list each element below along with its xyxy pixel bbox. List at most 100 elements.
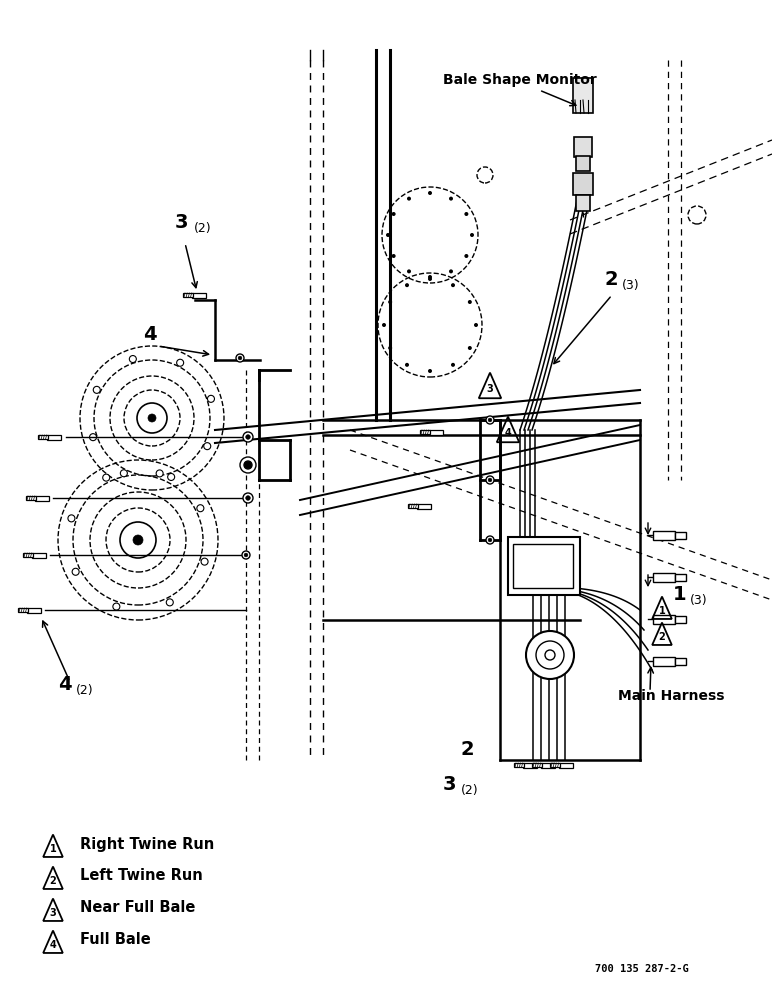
Text: 4: 4 [143,325,157,344]
Bar [183,293,193,297]
Circle shape [243,493,253,503]
Circle shape [451,283,455,287]
Circle shape [130,356,137,363]
Bar [675,532,686,539]
Circle shape [486,536,494,544]
Circle shape [407,269,411,273]
Bar [18,608,28,612]
Bar [576,156,590,171]
Text: 2: 2 [49,876,56,886]
Circle shape [236,354,244,362]
Circle shape [536,641,564,669]
Circle shape [465,254,469,258]
Circle shape [148,414,156,422]
Circle shape [428,275,432,279]
Circle shape [166,599,173,606]
Bar [550,763,560,767]
Circle shape [113,603,120,610]
Text: 700 135 287-2-G: 700 135 287-2-G [595,964,689,974]
Bar [514,763,524,767]
Text: 2: 2 [659,632,665,642]
Circle shape [449,197,453,201]
Bar [38,435,48,439]
Bar [559,762,573,768]
Circle shape [208,395,215,402]
Circle shape [388,300,392,304]
Text: 3: 3 [49,908,56,918]
Bar [408,504,418,508]
Circle shape [428,369,432,373]
Circle shape [90,434,96,441]
Circle shape [245,461,252,469]
Bar [192,292,206,298]
Bar [32,552,46,558]
Text: (3): (3) [622,279,640,292]
Circle shape [240,457,256,473]
Bar [513,544,573,588]
Circle shape [382,323,386,327]
Bar [429,430,443,434]
Bar [532,763,542,767]
Circle shape [465,212,469,216]
Bar [523,762,537,768]
Circle shape [391,254,395,258]
Circle shape [68,515,75,522]
Circle shape [449,269,453,273]
Text: (3): (3) [690,594,708,607]
Bar [675,574,686,581]
Text: 3: 3 [443,775,456,794]
Text: (2): (2) [461,784,479,797]
Bar [675,658,686,665]
Circle shape [245,496,250,500]
Bar [675,616,686,623]
Circle shape [244,461,252,469]
Circle shape [451,363,455,367]
Circle shape [242,551,250,559]
Circle shape [388,346,392,350]
Circle shape [468,346,472,350]
Circle shape [428,191,432,195]
Circle shape [486,476,494,484]
Text: (2): (2) [194,222,212,235]
Bar [26,496,36,500]
Bar [23,553,33,557]
Circle shape [177,359,184,366]
Circle shape [239,356,242,360]
Text: 1: 1 [659,606,665,616]
Text: Main Harness: Main Harness [618,689,724,703]
Circle shape [428,277,432,281]
Circle shape [103,474,110,481]
Circle shape [168,473,174,480]
Circle shape [246,463,250,467]
Bar [420,430,430,434]
Text: 1: 1 [49,844,56,854]
Circle shape [201,558,208,565]
Circle shape [391,212,395,216]
Circle shape [488,418,492,422]
Text: 3: 3 [175,213,188,232]
Bar [47,434,61,440]
Circle shape [468,300,472,304]
Text: 2: 2 [460,740,474,759]
Circle shape [204,443,211,450]
Bar [417,504,431,508]
Circle shape [386,233,390,237]
Bar [573,78,593,113]
Text: 4: 4 [58,675,72,694]
Circle shape [72,568,79,575]
Circle shape [120,470,127,477]
Text: 3: 3 [486,384,493,394]
Circle shape [244,553,248,557]
Circle shape [486,416,494,424]
Text: Right Twine Run: Right Twine Run [80,836,215,852]
Bar [573,173,593,195]
Text: 1: 1 [673,585,686,604]
Text: Left Twine Run: Left Twine Run [80,868,203,884]
Text: Full Bale: Full Bale [80,932,151,948]
Circle shape [488,538,492,542]
Bar [541,762,555,768]
Circle shape [197,505,204,512]
Bar [653,531,675,540]
Circle shape [405,283,409,287]
Circle shape [93,386,100,393]
